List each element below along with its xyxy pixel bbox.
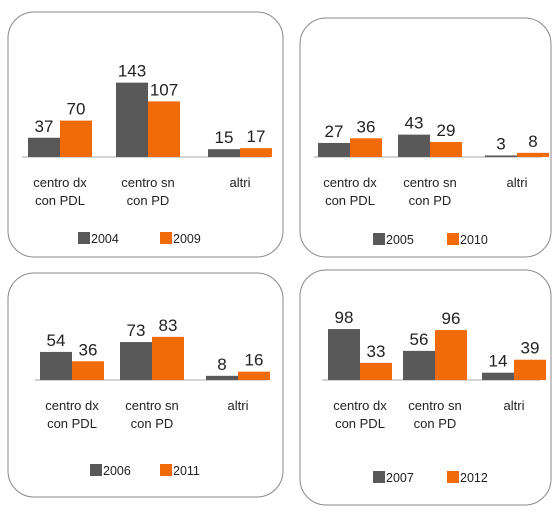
legend-label: 2010 xyxy=(460,233,488,247)
bar xyxy=(430,141,462,157)
bar xyxy=(482,372,514,380)
value-label: 3 xyxy=(496,134,505,153)
panel xyxy=(299,269,552,506)
bar xyxy=(435,330,467,380)
bar xyxy=(350,138,382,157)
value-label: 8 xyxy=(528,132,537,151)
value-label: 107 xyxy=(150,80,178,99)
x-tick-label: altri xyxy=(230,175,251,190)
value-label: 15 xyxy=(215,128,234,147)
bar xyxy=(116,82,148,157)
legend-swatch xyxy=(373,471,385,483)
bar xyxy=(328,329,360,380)
bar xyxy=(28,137,60,157)
legend-swatch xyxy=(78,232,90,244)
x-tick-label: centro sn xyxy=(121,175,174,190)
bar xyxy=(152,336,184,380)
x-tick-label: centro sn xyxy=(408,398,461,413)
legend-swatch xyxy=(160,464,172,476)
value-label: 143 xyxy=(118,62,146,81)
panel xyxy=(7,11,284,258)
panel xyxy=(299,17,552,258)
bar xyxy=(238,371,270,380)
x-tick-label: con PD xyxy=(414,416,457,431)
value-label: 54 xyxy=(47,331,66,350)
bar xyxy=(148,101,180,157)
value-label: 14 xyxy=(489,352,508,371)
legend-label: 2009 xyxy=(173,232,201,246)
x-tick-label: con PDL xyxy=(325,193,375,208)
value-label: 16 xyxy=(245,351,264,370)
bar xyxy=(208,149,240,157)
bar xyxy=(360,362,392,380)
bar xyxy=(318,142,350,157)
legend-label: 2007 xyxy=(386,471,414,485)
x-tick-label: con PD xyxy=(127,193,170,208)
x-tick-label: centro dx xyxy=(333,398,387,413)
bar xyxy=(398,134,430,157)
bar xyxy=(40,351,72,380)
value-label: 73 xyxy=(127,321,146,340)
x-tick-label: centro sn xyxy=(125,398,178,413)
bar xyxy=(60,120,92,157)
value-label: 27 xyxy=(325,122,344,141)
value-label: 39 xyxy=(521,339,540,358)
value-label: 17 xyxy=(247,127,266,146)
legend-label: 2006 xyxy=(103,464,131,478)
legend-swatch xyxy=(447,233,459,245)
x-tick-label: con PD xyxy=(131,416,174,431)
value-label: 43 xyxy=(405,114,424,133)
x-tick-label: altri xyxy=(507,175,528,190)
value-label: 96 xyxy=(442,309,461,328)
x-tick-label: con PD xyxy=(409,193,452,208)
bar xyxy=(514,359,546,380)
x-tick-label: con PDL xyxy=(335,416,385,431)
value-label: 29 xyxy=(437,121,456,140)
value-label: 36 xyxy=(357,117,376,136)
bar xyxy=(72,361,104,380)
bar xyxy=(120,342,152,380)
legend-label: 2011 xyxy=(173,464,200,478)
value-label: 33 xyxy=(367,342,386,361)
x-tick-label: centro dx xyxy=(323,175,377,190)
value-label: 37 xyxy=(35,117,54,136)
x-tick-label: centro dx xyxy=(45,398,99,413)
x-tick-label: con PDL xyxy=(35,193,85,208)
bar xyxy=(485,155,517,157)
value-label: 56 xyxy=(410,330,429,349)
value-label: 83 xyxy=(159,316,178,335)
legend-swatch xyxy=(373,233,385,245)
bar xyxy=(403,350,435,380)
bar xyxy=(517,152,549,157)
x-tick-label: centro dx xyxy=(33,175,87,190)
legend-swatch xyxy=(447,471,459,483)
value-label: 70 xyxy=(67,100,86,119)
value-label: 36 xyxy=(79,340,98,359)
bar xyxy=(206,375,238,380)
bar xyxy=(240,148,272,157)
legend-label: 2012 xyxy=(460,471,488,485)
x-tick-label: altri xyxy=(504,398,525,413)
panel xyxy=(7,272,284,498)
x-tick-label: con PDL xyxy=(47,416,97,431)
legend-label: 2005 xyxy=(386,233,414,247)
legend-swatch xyxy=(90,464,102,476)
value-label: 98 xyxy=(335,308,354,327)
value-label: 8 xyxy=(217,355,226,374)
x-tick-label: altri xyxy=(228,398,249,413)
legend-label: 2004 xyxy=(91,232,119,246)
legend-swatch xyxy=(160,232,172,244)
x-tick-label: centro sn xyxy=(403,175,456,190)
